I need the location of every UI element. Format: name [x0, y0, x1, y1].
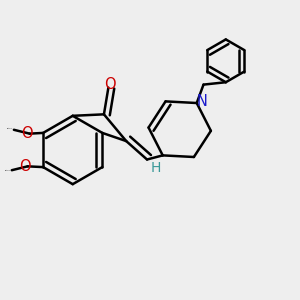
Text: methoxy: methoxy [7, 128, 14, 129]
Text: N: N [196, 94, 208, 109]
Text: O: O [104, 76, 116, 92]
Text: O: O [21, 126, 32, 141]
Text: H: H [150, 161, 161, 176]
Text: O: O [19, 159, 30, 174]
Text: methoxy: methoxy [5, 169, 11, 171]
